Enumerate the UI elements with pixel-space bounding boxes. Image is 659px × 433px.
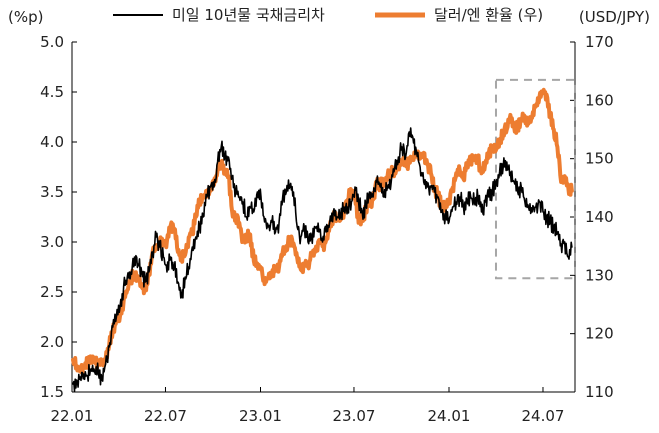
right-tick-label: 160 — [585, 91, 614, 109]
left-tick-label: 3.5 — [40, 183, 64, 201]
left-tick-label: 1.5 — [40, 383, 64, 401]
left-tick-label: 2.5 — [40, 283, 64, 301]
plot-area: 1.5 2.0 2.5 3.0 3.5 4.0 4.5 5.0 110 120 130 140 150 1… — [40, 33, 614, 425]
right-tick-label: 170 — [585, 33, 614, 51]
left-tick-label: 2.0 — [40, 333, 64, 351]
rate-spread-line — [72, 127, 573, 392]
right-tick-label: 140 — [585, 208, 614, 226]
left-tick-label: 4.5 — [40, 83, 64, 101]
x-tick-label: 24.01 — [428, 407, 471, 425]
legend-label-usdjpy: 달러/엔 환율 (우) — [434, 6, 543, 24]
right-tick-label: 130 — [585, 266, 614, 284]
left-tick-label: 5.0 — [40, 33, 64, 51]
right-tick-label: 150 — [585, 150, 614, 168]
x-tick-label: 22.01 — [51, 407, 94, 425]
x-tick-label: 22.07 — [144, 407, 187, 425]
x-tick-label: 23.01 — [239, 407, 282, 425]
left-axis-unit: (%p) — [8, 8, 43, 26]
right-axis-unit: (USD/JPY) — [579, 8, 650, 26]
highlight-box — [494, 78, 577, 280]
left-tick-label: 4.0 — [40, 133, 64, 151]
usdjpy-line — [71, 87, 574, 375]
x-tick-label: 23.07 — [332, 407, 375, 425]
legend-label-rate-spread: 미일 10년물 국채금리차 — [172, 6, 325, 24]
right-tick-label: 120 — [585, 325, 614, 343]
left-tick-label: 3.0 — [40, 233, 64, 251]
right-tick-label: 110 — [585, 383, 614, 401]
x-tick-label: 24.07 — [522, 407, 565, 425]
